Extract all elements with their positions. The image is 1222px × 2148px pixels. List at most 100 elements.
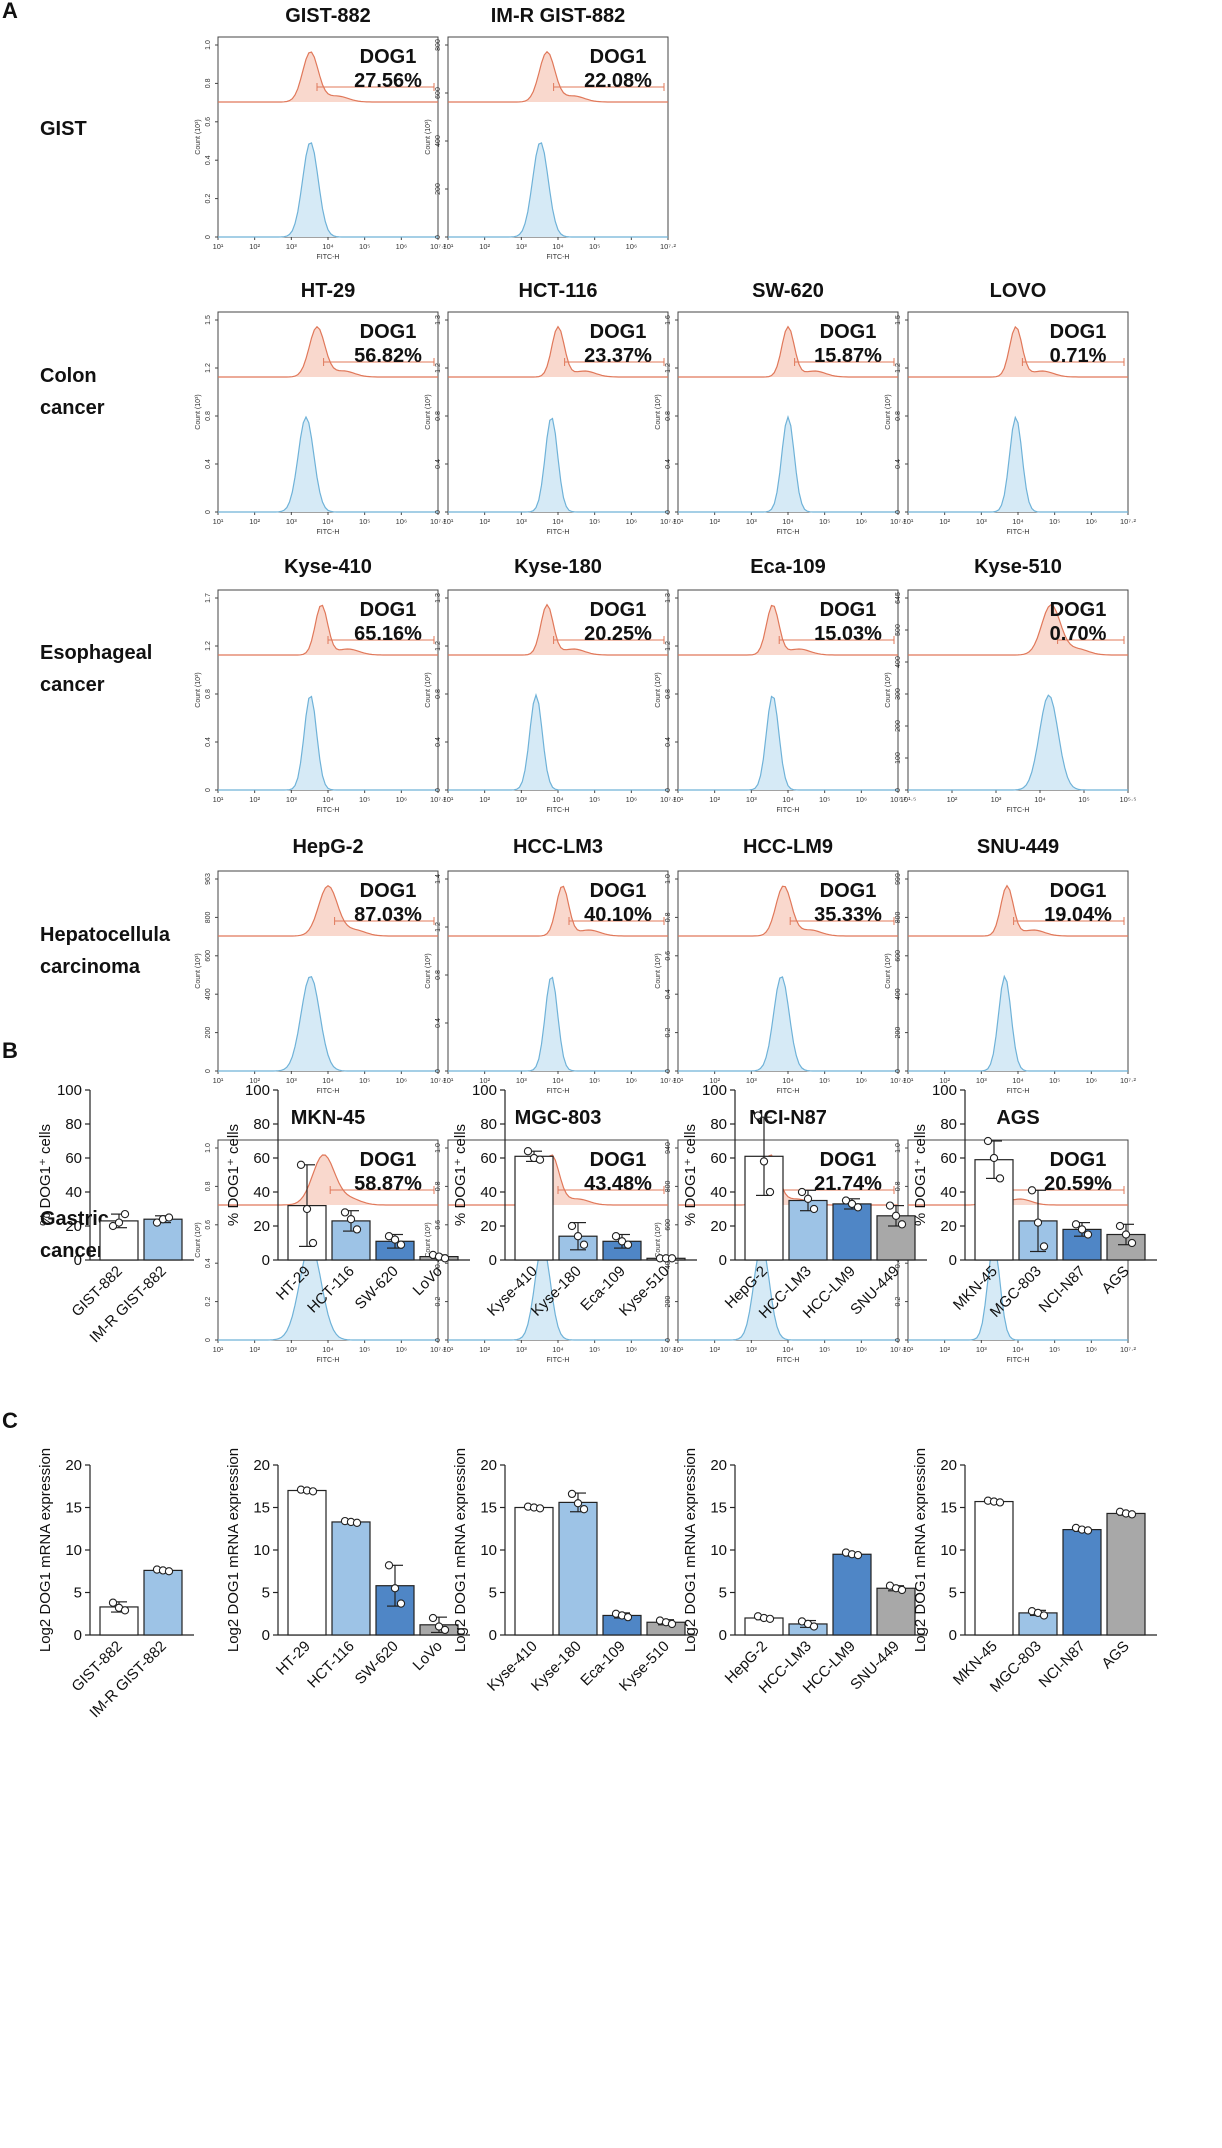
y-tick-label: 800 xyxy=(895,911,902,923)
x-tick-label: 10⁵ xyxy=(1078,795,1089,804)
y-axis-label: Log2 DOG1 mRNA expression xyxy=(37,1448,54,1652)
positive-percent: 15.03% xyxy=(814,623,882,645)
histogram-hct-116: HCT-116 0 0.4 0.8 1.2 1.3 Count (10³) 10¹ 10² 10³… xyxy=(425,280,677,536)
data-point xyxy=(841,1196,851,1205)
y-tick-label: 15 xyxy=(940,1500,957,1517)
x-tick-label: NCI-N87 xyxy=(1036,1263,1089,1316)
data-point xyxy=(623,1240,633,1249)
y-axis-label: Count (10³) xyxy=(195,953,202,988)
x-tick-label: 10⁷·² xyxy=(660,1345,677,1354)
x-tick-label: 10⁷·² xyxy=(430,1345,447,1354)
y-tick-label: 1.2 xyxy=(665,641,672,651)
x-axis-label: FITC-H xyxy=(777,1357,800,1364)
y-tick-label: 0.6 xyxy=(435,1220,442,1230)
y-tick-label: 0 xyxy=(895,510,902,514)
y-tick-label: 0 xyxy=(719,1252,727,1269)
data-point xyxy=(989,1153,999,1163)
y-tick-label: 1.7 xyxy=(205,593,212,603)
positive-percent: 35.33% xyxy=(814,904,882,926)
x-tick-label: 10⁵ xyxy=(1049,1345,1060,1354)
y-tick-label: 0 xyxy=(665,510,672,514)
marker-label: DOG1 xyxy=(820,321,877,343)
x-tick-label: 10⁵ xyxy=(589,517,600,526)
x-axis-label: FITC-H xyxy=(317,1088,340,1095)
y-tick-label: 1.6 xyxy=(665,315,672,325)
y-tick-label: 5 xyxy=(74,1585,82,1602)
x-tick-label: 10⁶ xyxy=(396,242,407,251)
x-tick-label: 10¹ xyxy=(443,1345,454,1354)
y-tick-label: 0 xyxy=(435,235,442,239)
histogram-kyse-410: Kyse-410 0 0.4 0.8 1.2 1.7 Count (10³) 10¹ 10² 10… xyxy=(195,556,447,814)
histogram-title: HT-29 xyxy=(301,280,355,302)
y-tick-label: 600 xyxy=(665,1219,672,1231)
x-tick-label: 10¹ xyxy=(903,1076,914,1085)
data-point xyxy=(1083,1230,1093,1239)
y-tick-label: 100 xyxy=(57,1082,82,1099)
x-tick-label: NCI-N87 xyxy=(1036,1638,1089,1691)
y-tick-label: 15 xyxy=(253,1500,270,1517)
panel-label-b: B xyxy=(2,1038,18,1063)
data-point xyxy=(765,1187,775,1197)
x-tick-label: 10¹ xyxy=(213,1076,224,1085)
histogram-title: GIST-882 xyxy=(285,5,371,27)
y-tick-label: 500 xyxy=(895,624,902,636)
data-point xyxy=(296,1160,306,1169)
x-tick-label: 10³ xyxy=(746,1345,757,1354)
x-tick-label: 10⁶ xyxy=(626,1345,637,1354)
marker-label: DOG1 xyxy=(360,599,417,621)
x-tick-label: 10⁵ xyxy=(589,1345,600,1354)
y-tick-label: 1.2 xyxy=(665,363,672,373)
y-axis-label: Count (10³) xyxy=(195,1222,202,1257)
y-tick-label: 200 xyxy=(895,720,902,732)
data-point xyxy=(120,1606,130,1615)
x-tick-label: 10⁵ xyxy=(359,517,370,526)
x-tick-label: 10⁵ xyxy=(359,1076,370,1085)
x-tick-label: 10⁴ xyxy=(1012,517,1024,526)
marker-label: DOG1 xyxy=(820,599,877,621)
data-point xyxy=(579,1240,589,1249)
x-tick-label: 10⁵ xyxy=(359,795,370,804)
y-axis-label: Count (10³) xyxy=(655,1222,662,1257)
y-tick-label: 0 xyxy=(435,788,442,792)
positive-percent: 56.82% xyxy=(354,345,422,367)
y-tick-label: 1.3 xyxy=(665,593,672,603)
data-point xyxy=(667,1254,677,1263)
data-point xyxy=(995,1498,1005,1507)
x-tick-label: 10⁴ xyxy=(782,517,794,526)
dog1-histogram-fill xyxy=(218,1155,438,1205)
y-tick-label: 0.4 xyxy=(205,155,212,165)
histogram-im-r gist-882: IM-R GIST-882 0 200 400 600 800 Count (10³) 10¹… xyxy=(425,5,677,261)
control-histogram xyxy=(218,975,438,1072)
y-tick-label: 0 xyxy=(895,1338,902,1342)
y-tick-label: 40 xyxy=(480,1184,497,1201)
y-tick-label: 0.8 xyxy=(665,689,672,699)
y-tick-label: 0 xyxy=(205,1338,212,1342)
x-tick-label: 10¹ xyxy=(673,517,684,526)
histogram-title: NCI-N87 xyxy=(749,1107,827,1129)
y-axis-label: Count (10³) xyxy=(885,394,892,429)
x-tick-label: 10⁴ xyxy=(782,1345,794,1354)
y-tick-label: 1.0 xyxy=(665,874,672,884)
dog1-histogram xyxy=(908,325,1128,378)
dog1-histogram xyxy=(448,603,668,656)
control-histogram-fill xyxy=(908,695,1128,790)
x-tick-label: 10⁴ xyxy=(1012,1076,1024,1085)
panel-label-c: C xyxy=(2,1408,18,1433)
x-tick-label: 10⁴ xyxy=(322,517,334,526)
y-tick-label: 0.8 xyxy=(435,411,442,421)
y-tick-label: 1.2 xyxy=(895,363,902,373)
data-point xyxy=(885,1201,895,1210)
control-histogram-fill xyxy=(908,976,1128,1071)
control-histogram-fill xyxy=(448,142,668,237)
x-axis-label: FITC-H xyxy=(317,807,340,814)
y-tick-label: 100 xyxy=(702,1082,727,1099)
y-tick-label: 600 xyxy=(895,950,902,962)
x-tick-label: 10⁷·² xyxy=(890,1345,907,1354)
bar-mkn-45 xyxy=(974,1500,1014,1636)
x-tick-label: SNU-449 xyxy=(847,1638,903,1694)
data-point xyxy=(434,1622,444,1631)
x-tick-label: 10⁶ xyxy=(1086,1345,1097,1354)
x-tick-label: 10⁶ xyxy=(396,1345,407,1354)
